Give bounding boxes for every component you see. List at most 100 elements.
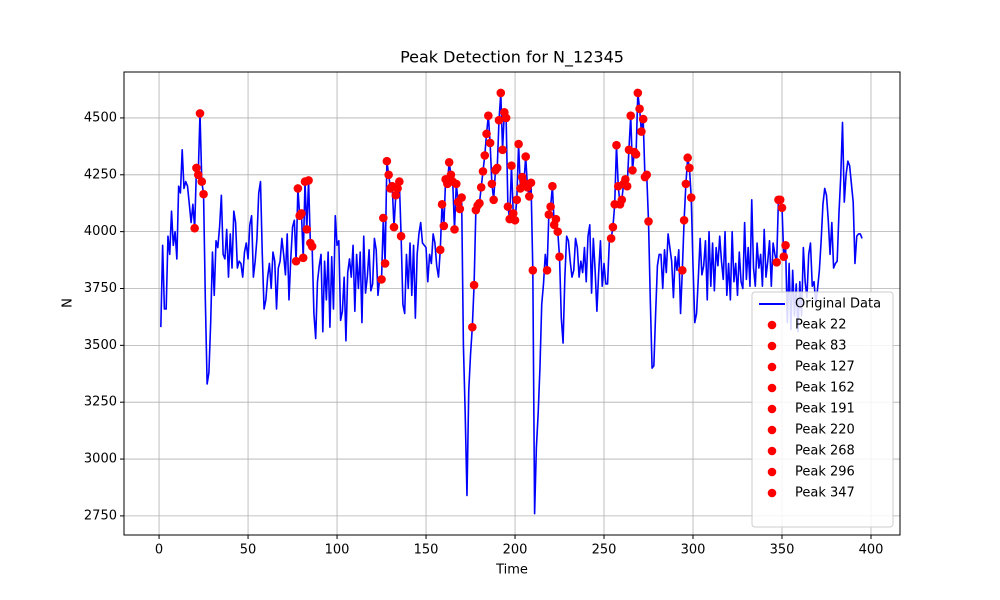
peak-marker xyxy=(503,202,513,211)
peak-marker xyxy=(389,222,399,232)
x-tick-label: 400 xyxy=(859,543,884,558)
peak-marker xyxy=(626,111,636,120)
peak-marker xyxy=(510,215,520,225)
y-tick-label: 3000 xyxy=(84,452,117,467)
peak-marker xyxy=(476,182,486,192)
legend-swatch xyxy=(767,404,777,414)
peak-marker xyxy=(293,184,303,193)
peak-marker xyxy=(469,280,479,290)
peak-marker xyxy=(484,111,493,120)
chart-title: Peak Detection for N_12345 xyxy=(400,48,624,68)
peak-marker xyxy=(455,204,465,214)
peak-marker xyxy=(468,322,477,332)
peak-marker xyxy=(777,203,787,213)
peak-marker xyxy=(551,214,561,224)
peak-marker xyxy=(298,253,308,263)
peak-marker xyxy=(526,178,536,188)
y-tick-label: 3500 xyxy=(84,338,117,353)
legend-box xyxy=(751,291,894,528)
peak-marker xyxy=(608,222,618,232)
legend-label: Peak 220 xyxy=(795,423,855,438)
legend-label: Peak 83 xyxy=(795,339,847,354)
legend-label: Peak 127 xyxy=(795,360,855,375)
legend-swatch xyxy=(767,320,777,330)
axes-frame xyxy=(123,71,901,536)
legend-swatch xyxy=(767,341,777,351)
peak-marker xyxy=(521,152,531,161)
legend-swatch xyxy=(767,383,777,393)
y-tick-label: 4250 xyxy=(84,167,117,182)
peak-marker xyxy=(192,163,201,173)
peak-marker xyxy=(524,192,534,201)
legend-swatch xyxy=(767,467,777,477)
legend-swatch xyxy=(767,362,777,372)
peak-marker xyxy=(507,161,516,170)
peak-marker xyxy=(637,127,646,136)
legend-label: Original Data xyxy=(795,297,881,312)
peak-marker xyxy=(489,195,498,205)
peak-marker xyxy=(512,195,522,205)
x-tick-label: 50 xyxy=(240,543,257,558)
peak-marker xyxy=(683,153,692,163)
legend-label: Peak 162 xyxy=(795,381,855,396)
peak-marker xyxy=(291,256,301,266)
y-tick-label: 4500 xyxy=(84,110,117,125)
peak-marker xyxy=(631,150,641,159)
peak-marker xyxy=(457,193,466,202)
peak-marker xyxy=(379,213,388,223)
peak-marker xyxy=(644,217,653,226)
peak-marker xyxy=(199,189,208,199)
peak-marker xyxy=(475,198,484,208)
peak-marker xyxy=(548,181,557,191)
peak-marker xyxy=(304,176,313,185)
x-tick-label: 0 xyxy=(155,543,163,558)
peak-marker xyxy=(685,163,694,173)
peak-marker xyxy=(382,156,392,166)
peak-marker xyxy=(686,193,696,202)
axes: 0 50 100 150 200 250 300 350 400 2750 3000 3250 3500… xyxy=(84,110,883,557)
peak-marker xyxy=(679,215,689,225)
peak-marker xyxy=(638,114,648,124)
peak-marker xyxy=(297,209,306,218)
peak-marker xyxy=(302,225,312,234)
peak-marker xyxy=(482,129,491,139)
peak-marker xyxy=(444,157,454,167)
peak-marker xyxy=(772,258,781,267)
peak-marker xyxy=(635,104,644,114)
y-axis-label: N xyxy=(61,298,76,308)
peak-marker xyxy=(494,115,504,125)
x-tick-label: 150 xyxy=(414,543,439,558)
peak-marker xyxy=(633,88,643,98)
peak-marker xyxy=(606,234,616,243)
peak-marker xyxy=(435,245,445,255)
peak-marker xyxy=(628,165,637,175)
y-tick-label: 3250 xyxy=(84,395,117,410)
peak-marker xyxy=(377,275,386,284)
y-tick-label: 2750 xyxy=(84,508,117,523)
x-tick-label: 350 xyxy=(770,543,795,558)
peak-marker xyxy=(492,163,502,173)
peak-marker xyxy=(487,179,497,189)
peak-marker xyxy=(617,195,627,205)
peak-marker xyxy=(555,252,564,261)
peak-marker xyxy=(508,209,518,218)
x-tick-label: 100 xyxy=(325,543,350,558)
peak-marker xyxy=(437,200,447,209)
legend-swatch xyxy=(767,446,777,456)
peak-marker xyxy=(678,265,687,275)
peak-marker xyxy=(391,190,401,200)
peak-marker xyxy=(197,177,207,186)
peak-marker xyxy=(498,145,507,155)
legend-swatch xyxy=(767,488,777,498)
peak-marker xyxy=(193,170,203,180)
peak-marker xyxy=(501,113,511,123)
legend-label: Peak 191 xyxy=(795,402,855,417)
peak-marker xyxy=(622,181,632,191)
peak-marker xyxy=(396,231,406,241)
peak-marker xyxy=(451,179,461,189)
peak-marker xyxy=(781,240,790,250)
plot-area xyxy=(160,88,863,515)
peak-marker xyxy=(546,202,555,211)
peak-marker xyxy=(528,265,538,275)
